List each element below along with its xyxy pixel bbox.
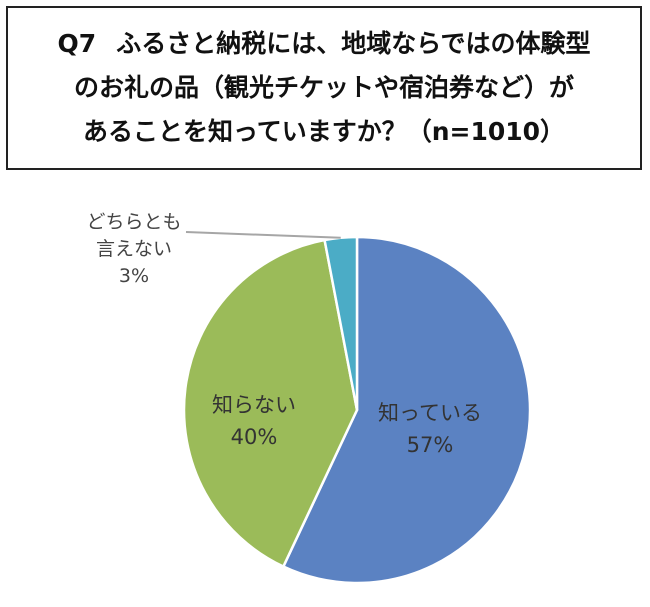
slice-name-label: 知らない [212,393,296,417]
slice-name-label: 知っている [378,401,482,425]
question-line-3: あることを知っていますか？（n=1010） [82,117,566,146]
question-line-1: Q7 ふるさと納税には、地域ならではの体験型 [58,22,591,66]
slice-value-label: 40% [231,425,278,449]
slice-label-0: 知っている 57% [378,401,482,457]
question-text-1: ふるさと納税には、地域ならではの体験型 [116,29,591,58]
pie-slice-0 [282,235,532,585]
question-number: Q7 [57,29,97,58]
slice-label-2: どちらとも言えない 3% [86,211,181,287]
slice-name-label: どちらとも [86,211,181,233]
slice-value-label: 57% [407,433,454,457]
pie-slice-1 [182,238,359,568]
question-box: Q7 ふるさと納税には、地域ならではの体験型 のお礼の品（観光チケットや宿泊券など… [6,6,642,170]
leader-line [185,231,341,239]
slice-value-label: 3% [119,265,149,287]
question-line-2: のお礼の品（観光チケットや宿泊券など）が [73,73,574,102]
slice-label-1: 知らない 40% [212,393,296,449]
slice-name-label: 言えない [96,238,172,260]
